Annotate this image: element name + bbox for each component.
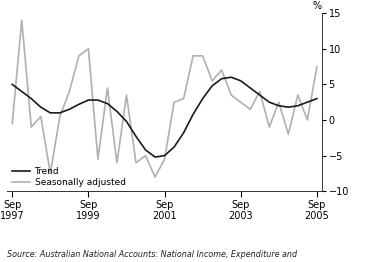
Text: Source: Australian National Accounts: National Income, Expenditure and: Source: Australian National Accounts: Na… bbox=[7, 250, 298, 259]
Legend: Trend, Seasonally adjusted: Trend, Seasonally adjusted bbox=[12, 167, 126, 187]
Text: %: % bbox=[313, 1, 322, 11]
